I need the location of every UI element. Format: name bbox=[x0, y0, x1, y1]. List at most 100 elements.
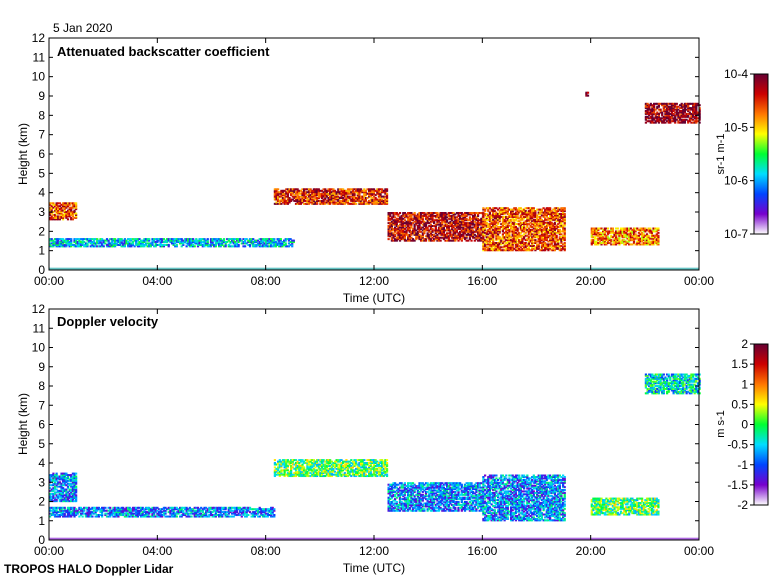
data-cell bbox=[271, 511, 274, 514]
data-cell bbox=[524, 214, 527, 217]
data-cell bbox=[340, 197, 343, 200]
data-cell bbox=[523, 215, 526, 218]
data-cell bbox=[167, 511, 170, 514]
data-cell bbox=[151, 515, 154, 518]
data-cell bbox=[408, 213, 411, 216]
data-cell bbox=[299, 202, 303, 205]
data-cell bbox=[235, 245, 239, 248]
colorbar-tick-label: 10-4 bbox=[724, 67, 748, 81]
data-cell bbox=[172, 243, 175, 246]
data-cell bbox=[320, 197, 324, 200]
data-cell bbox=[454, 213, 457, 216]
data-cell bbox=[433, 233, 436, 236]
data-cell bbox=[218, 238, 221, 241]
data-cell bbox=[621, 228, 624, 231]
data-cell bbox=[518, 234, 521, 237]
data-cell bbox=[198, 511, 201, 514]
data-cell bbox=[550, 214, 553, 217]
data-cell bbox=[371, 188, 374, 191]
data-cell bbox=[664, 112, 667, 115]
data-cell bbox=[498, 217, 501, 220]
data-cell bbox=[460, 238, 463, 241]
data-cell bbox=[558, 246, 561, 249]
data-cell bbox=[316, 189, 319, 192]
data-cell bbox=[316, 201, 319, 204]
data-cell bbox=[501, 242, 505, 245]
data-cell bbox=[426, 216, 429, 219]
data-cell bbox=[402, 238, 405, 241]
data-cell bbox=[446, 226, 449, 229]
data-cell bbox=[273, 514, 276, 517]
data-cell bbox=[237, 245, 240, 248]
data-cell bbox=[645, 237, 649, 240]
data-cell bbox=[296, 195, 299, 198]
data-cell bbox=[536, 236, 539, 239]
data-cell bbox=[55, 243, 58, 246]
data-cell bbox=[527, 236, 531, 239]
data-cell bbox=[447, 236, 450, 239]
data-cell bbox=[488, 236, 492, 239]
data-cell bbox=[244, 506, 247, 509]
data-cell bbox=[531, 239, 534, 242]
data-cell bbox=[293, 194, 296, 197]
data-cell bbox=[426, 212, 429, 215]
data-cell bbox=[379, 201, 382, 204]
data-cell bbox=[529, 218, 532, 221]
data-cell bbox=[501, 233, 505, 236]
data-cell bbox=[621, 230, 624, 233]
data-cell bbox=[188, 508, 191, 511]
data-cell bbox=[245, 514, 248, 517]
data-cell bbox=[60, 245, 63, 248]
data-cell bbox=[206, 239, 209, 242]
data-cell bbox=[545, 244, 548, 247]
data-cell bbox=[497, 237, 500, 240]
data-cell bbox=[63, 243, 66, 246]
data-cell bbox=[482, 247, 485, 250]
data-cell bbox=[552, 223, 555, 226]
data-cell bbox=[368, 199, 371, 202]
data-cell bbox=[655, 237, 658, 240]
data-cell bbox=[619, 240, 623, 243]
data-cell bbox=[361, 198, 364, 201]
data-cell bbox=[316, 197, 319, 200]
data-cell bbox=[358, 202, 361, 205]
data-cell bbox=[677, 121, 680, 124]
data-cell bbox=[296, 189, 299, 192]
data-cell bbox=[257, 515, 260, 518]
data-cell bbox=[553, 207, 557, 210]
data-cell bbox=[257, 511, 260, 514]
data-cell bbox=[420, 236, 423, 239]
data-cell bbox=[598, 234, 602, 237]
data-cell bbox=[493, 223, 496, 226]
data-cell bbox=[523, 230, 526, 233]
data-cell bbox=[651, 121, 654, 124]
data-cell bbox=[431, 214, 434, 217]
data-cell bbox=[131, 515, 135, 518]
data-cell bbox=[560, 217, 563, 220]
data-cell bbox=[63, 512, 66, 515]
data-cell bbox=[327, 192, 330, 195]
data-cell bbox=[385, 189, 389, 192]
data-cell bbox=[213, 245, 216, 248]
data-cell bbox=[285, 188, 288, 191]
data-cell bbox=[141, 239, 144, 242]
data-cell bbox=[324, 202, 327, 205]
data-cell bbox=[418, 236, 421, 239]
data-cell bbox=[387, 233, 390, 236]
data-cell bbox=[545, 208, 548, 211]
data-cell bbox=[539, 239, 542, 242]
data-cell bbox=[94, 512, 97, 515]
data-cell bbox=[562, 236, 565, 239]
data-cell bbox=[560, 223, 563, 226]
data-cell bbox=[540, 226, 544, 229]
data-cell bbox=[524, 231, 527, 234]
data-cell bbox=[441, 213, 444, 216]
data-cell bbox=[99, 511, 102, 514]
data-cell bbox=[49, 515, 52, 518]
data-cell bbox=[514, 243, 518, 246]
data-cell bbox=[416, 216, 420, 219]
data-cell bbox=[244, 515, 247, 518]
data-cell bbox=[270, 241, 273, 244]
data-cell bbox=[109, 506, 112, 509]
data-cell bbox=[296, 197, 299, 200]
